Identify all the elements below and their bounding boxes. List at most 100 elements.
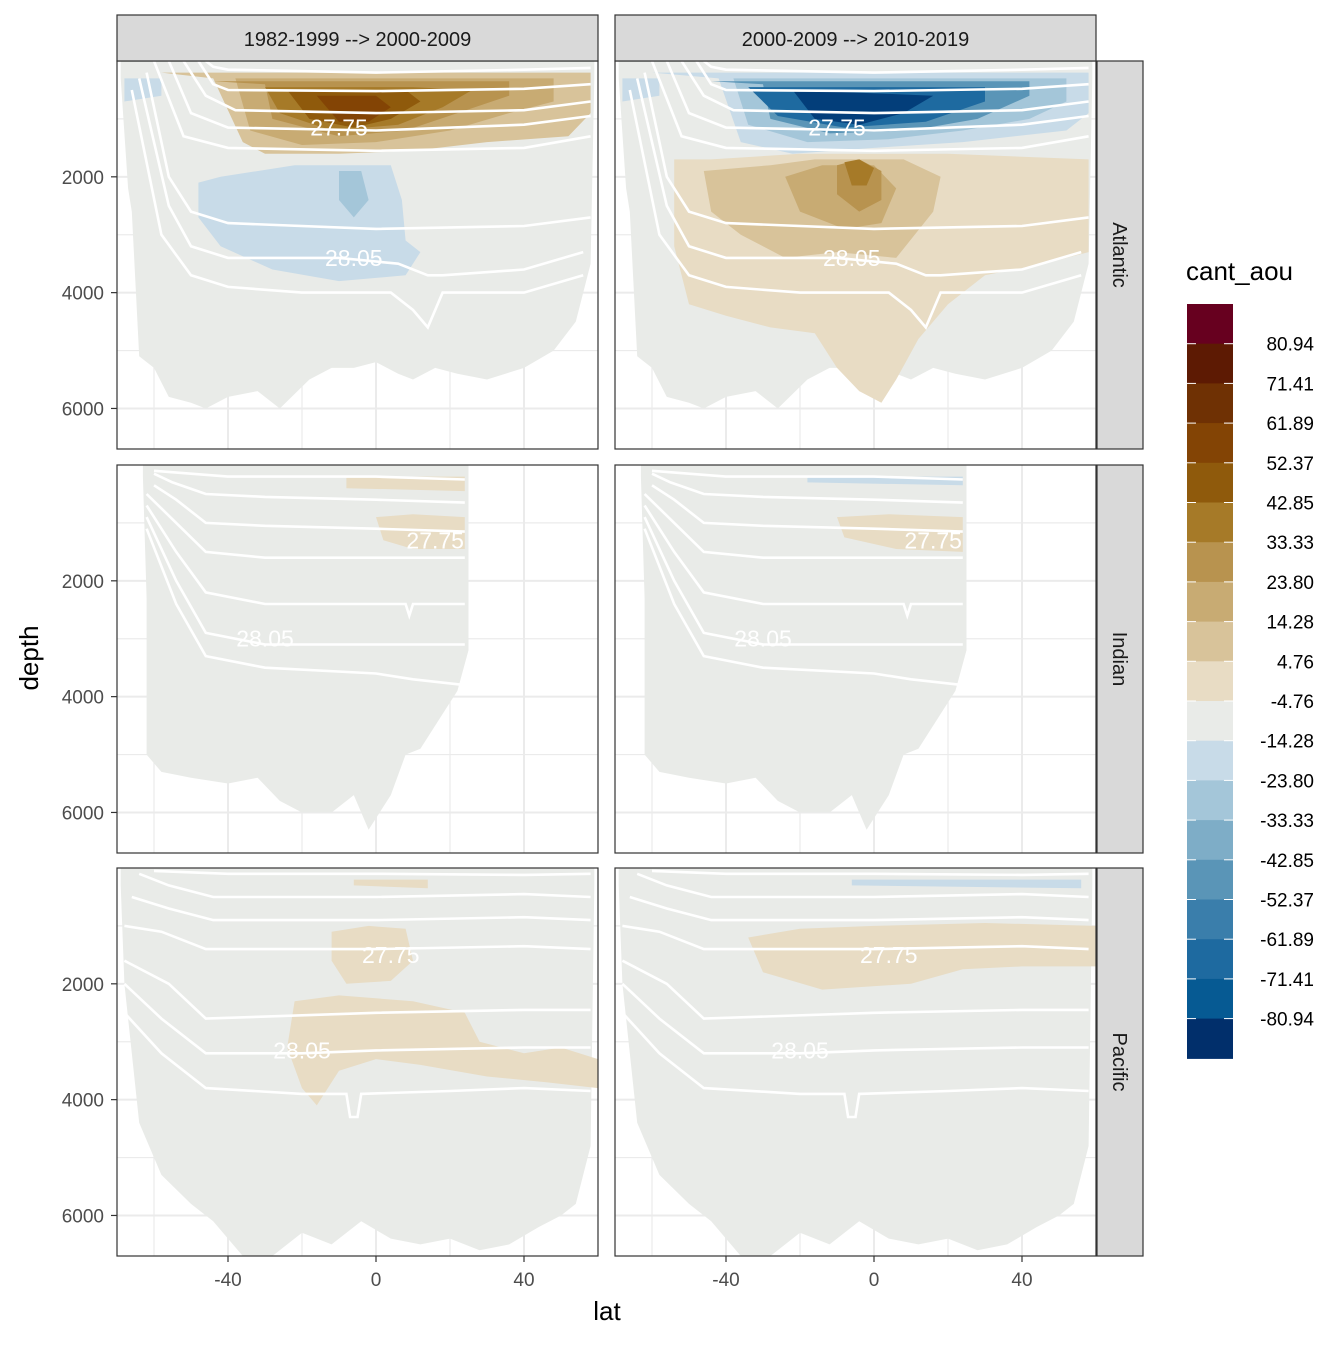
legend-break-label: 61.89 [1266,414,1314,435]
isopycnal-line [123,982,591,1055]
isopycnal-line [621,959,1089,1020]
legend-break-label: 14.28 [1266,613,1314,634]
legend-color-swatch [1187,423,1233,464]
row-strip [1096,464,1144,854]
isopycnal-line [145,516,465,646]
isopycnal-line [153,469,465,481]
isopycnal-line [145,504,465,620]
x-axis-title: lat [593,1296,621,1326]
legend-break-label: 71.41 [1266,374,1314,395]
isopycnal-line [153,869,591,877]
isopycnal-line [153,472,465,504]
legend-break-label: -23.80 [1260,771,1314,792]
contour-label: 28.05 [823,245,881,271]
legend-color-swatch [1187,939,1233,980]
legend-break-label: -33.33 [1260,811,1314,832]
legend-break-label: -4.76 [1271,692,1314,713]
y-tick-label: 4000 [62,1091,104,1112]
contour-label: 27.75 [310,115,368,141]
anomaly-region [748,923,1096,990]
legend-color-swatch [1187,581,1233,623]
axes-layer: 1982-1999 --> 2000-2009 2000-2009 --> 201… [62,14,1144,1291]
isopycnal-line [145,528,465,687]
legend-break-label: 23.80 [1266,573,1314,594]
legend-break-label: -80.94 [1260,1010,1314,1031]
isopycnal-line [123,1011,591,1119]
isopycnal-line [138,872,591,899]
x-tick-label: 40 [1011,1270,1032,1291]
isopycnal-line [204,61,591,74]
ocean-domain [142,465,469,830]
y-axis-title: depth [14,625,44,690]
legend: cant_aou 80.94 71.41 61.89 52.37 42.85 33.33 2… [1186,256,1314,1059]
legend-break-label: 4.76 [1277,652,1314,673]
y-tick-label: 2000 [62,572,104,593]
row-strip [1096,60,1144,450]
isopycnal-line [123,959,591,1020]
column-strip-label: 2000-2009 --> 2010-2019 [742,29,969,51]
legend-color-swatch [1187,701,1233,742]
isopycnal-line [131,895,591,922]
contour-label: 28.05 [236,626,294,652]
isopycnal-line [651,484,963,533]
isopycnal-line [643,504,963,620]
column-strip-label: 1982-1999 --> 2000-2009 [244,29,471,51]
legend-break-label: -42.85 [1260,851,1314,872]
legend-color-swatch [1187,621,1233,662]
isopycnal-line [182,61,591,115]
isopycnal-line [695,61,1089,93]
legend-color-swatch [1187,383,1233,424]
anomaly-region [792,90,934,125]
isopycnal-line [621,982,1089,1055]
legend-color-swatch [1187,304,1233,345]
contour-label: 28.05 [771,1037,829,1063]
legend-break-label: -52.37 [1260,891,1314,912]
legend-color-swatch [1187,859,1233,901]
isopycnal-line [643,516,963,646]
legend-color-swatch [1187,502,1233,543]
column-strip [614,14,1097,62]
isopycnal-line [635,78,1082,277]
anomaly-region [287,995,598,1106]
y-tick-label: 4000 [62,284,104,305]
panels-layer: 27.75 28.05 27.75 28.05 27.75 28.05 27.75 28.05… [116,60,1097,1257]
isopycnal-line [137,78,584,277]
x-tick-label: -40 [712,1270,739,1291]
anomaly-region [851,879,1082,889]
anomaly-region [331,925,413,984]
contour-label: 27.75 [904,527,962,553]
row-strip-label: Indian [1108,632,1130,687]
legend-color-swatch [1187,780,1233,821]
y-tick-label: 4000 [62,688,104,709]
isopycnal-line [651,469,963,481]
panel-pacific-1: 27.75 28.05 [117,868,598,1256]
row-strip [1096,867,1144,1257]
isopycnal-line [622,924,1089,951]
x-tick-label: -40 [214,1270,241,1291]
y-tick-label: 2000 [62,975,104,996]
y-tick-label: 6000 [62,399,104,420]
isopycnal-line [167,61,591,132]
panel-border [614,867,1097,1257]
isopycnal-line [628,89,1082,330]
isopycnal-line [680,61,1089,115]
panel-indian-1: 27.75 28.05 [117,465,598,853]
contour-label: 28.05 [273,1037,331,1063]
y-tick-label: 6000 [62,803,104,824]
x-tick-label: 40 [513,1270,534,1291]
legend-color-swatch [1187,661,1233,702]
isopycnal-line [629,895,1089,922]
isopycnal-line [145,493,465,559]
isopycnal-line [702,61,1089,74]
y-tick-label: 6000 [62,1206,104,1227]
panel-border [116,464,599,854]
row-strip-label: Atlantic [1108,222,1130,288]
anomaly-region [316,95,391,122]
contour-label: 27.75 [362,942,420,968]
legend-color-swatch [1187,978,1233,1020]
contour-label: 28.05 [734,626,792,652]
panel-border [116,867,599,1257]
panel-border [614,464,1097,854]
x-tick-label: 0 [869,1270,880,1291]
ocean-domain [640,465,967,830]
